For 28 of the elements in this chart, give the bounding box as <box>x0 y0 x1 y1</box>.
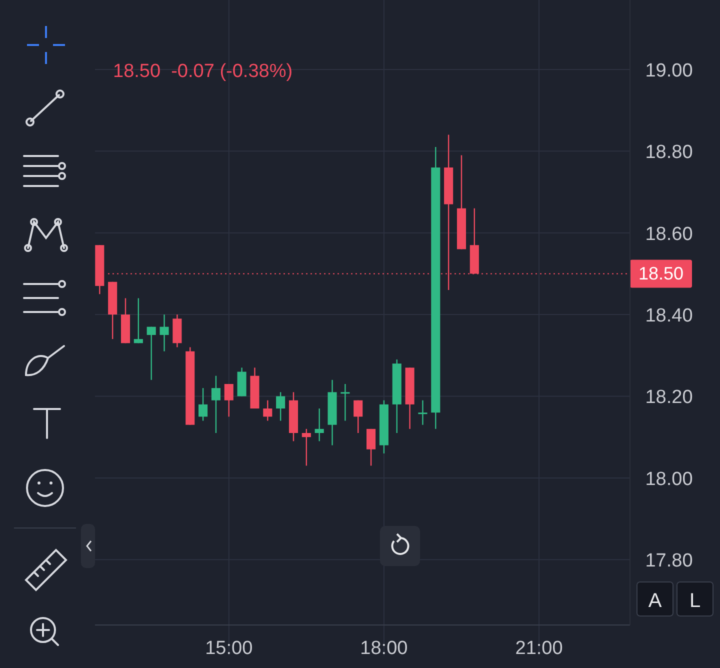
text: L <box>689 590 701 612</box>
text: A <box>648 590 662 612</box>
y-tick-label: 18.00 <box>645 468 693 490</box>
candlestick <box>211 375 220 434</box>
candlestick <box>224 383 234 418</box>
candlestick <box>340 383 350 422</box>
candlestick <box>314 408 324 442</box>
candlestick <box>146 326 156 380</box>
y-tick-label: 19.00 <box>645 60 693 82</box>
candlestick <box>366 428 376 466</box>
x-tick-label: 21:00 <box>515 638 563 659</box>
y-tick-label: 18.80 <box>645 142 693 164</box>
candlestick <box>418 400 428 426</box>
ref-line-label: 18.50 <box>638 264 684 284</box>
x-tick-label: 15:00 <box>205 638 253 659</box>
y-tick-label: 18.20 <box>645 387 693 408</box>
x-tick-label: 18:00 <box>360 638 408 659</box>
candlestick <box>263 400 272 422</box>
y-tick-label: 17.80 <box>645 550 693 572</box>
candlestick <box>302 428 311 466</box>
candlestick <box>134 298 143 344</box>
candlestick <box>276 392 286 422</box>
y-tick-label: 18.40 <box>645 306 693 327</box>
annotation: 18.50 -0.07 (-0.38%) <box>113 61 293 82</box>
candlestick <box>198 387 208 422</box>
candlestick <box>160 314 169 352</box>
candlestick <box>354 400 363 434</box>
y-tick-label: 18.60 <box>645 224 693 245</box>
